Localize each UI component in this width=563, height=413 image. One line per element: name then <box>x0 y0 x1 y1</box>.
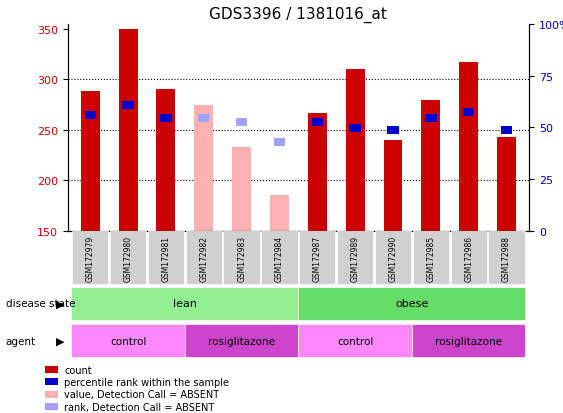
FancyBboxPatch shape <box>110 232 146 285</box>
Bar <box>194 105 213 231</box>
Text: GSM172985: GSM172985 <box>426 235 435 281</box>
Text: rosiglitazone: rosiglitazone <box>435 336 502 346</box>
FancyBboxPatch shape <box>72 232 109 285</box>
Text: GSM172990: GSM172990 <box>388 235 397 281</box>
Bar <box>497 138 516 231</box>
Bar <box>45 366 57 373</box>
FancyBboxPatch shape <box>148 232 184 285</box>
Text: GSM172986: GSM172986 <box>464 235 473 281</box>
Bar <box>312 119 323 126</box>
Bar <box>501 126 512 135</box>
FancyBboxPatch shape <box>186 232 222 285</box>
Text: rank, Detection Call = ABSENT: rank, Detection Call = ABSENT <box>64 402 215 412</box>
FancyBboxPatch shape <box>412 324 525 357</box>
Text: count: count <box>64 365 92 375</box>
FancyBboxPatch shape <box>450 232 487 285</box>
Text: obese: obese <box>395 299 428 309</box>
Bar <box>308 114 327 231</box>
Bar <box>232 148 251 231</box>
Bar <box>157 90 176 231</box>
Text: GSM172984: GSM172984 <box>275 235 284 281</box>
Text: GSM172981: GSM172981 <box>162 235 171 281</box>
FancyBboxPatch shape <box>375 232 411 285</box>
FancyBboxPatch shape <box>298 324 412 357</box>
Bar <box>119 30 137 231</box>
FancyBboxPatch shape <box>298 287 525 320</box>
Bar <box>274 139 285 147</box>
Text: control: control <box>337 336 373 346</box>
Bar <box>45 404 57 410</box>
Text: ▶: ▶ <box>56 336 65 346</box>
Text: GSM172982: GSM172982 <box>199 235 208 281</box>
FancyBboxPatch shape <box>224 232 260 285</box>
FancyBboxPatch shape <box>413 232 449 285</box>
Text: lean: lean <box>173 299 197 309</box>
Bar <box>270 196 289 231</box>
Text: GSM172987: GSM172987 <box>313 235 322 281</box>
Bar <box>236 119 247 126</box>
Bar <box>387 126 399 135</box>
Text: GSM172983: GSM172983 <box>237 235 246 281</box>
Bar <box>425 114 436 123</box>
Text: control: control <box>110 336 146 346</box>
FancyBboxPatch shape <box>185 324 298 357</box>
FancyBboxPatch shape <box>488 232 525 285</box>
Text: rosiglitazone: rosiglitazone <box>208 336 275 346</box>
Bar <box>383 140 403 231</box>
Bar <box>346 70 365 231</box>
Bar <box>160 114 172 123</box>
Bar <box>421 100 440 231</box>
FancyBboxPatch shape <box>261 232 298 285</box>
FancyBboxPatch shape <box>299 232 336 285</box>
Text: disease state: disease state <box>6 299 75 309</box>
Text: percentile rank within the sample: percentile rank within the sample <box>64 377 229 387</box>
FancyBboxPatch shape <box>337 232 373 285</box>
Text: value, Detection Call = ABSENT: value, Detection Call = ABSENT <box>64 389 220 399</box>
Bar <box>45 379 57 385</box>
Text: agent: agent <box>6 336 36 346</box>
Bar <box>350 124 361 133</box>
Bar <box>45 391 57 398</box>
Bar <box>198 114 209 123</box>
FancyBboxPatch shape <box>72 324 185 357</box>
Text: ▶: ▶ <box>56 299 65 309</box>
Text: GSM172980: GSM172980 <box>124 235 133 281</box>
Bar <box>459 63 478 231</box>
Text: GSM172988: GSM172988 <box>502 235 511 281</box>
Text: GSM172989: GSM172989 <box>351 235 360 281</box>
Title: GDS3396 / 1381016_at: GDS3396 / 1381016_at <box>209 7 387 24</box>
Text: GSM172979: GSM172979 <box>86 235 95 281</box>
Bar <box>122 101 134 109</box>
Bar <box>463 108 475 116</box>
FancyBboxPatch shape <box>72 287 298 320</box>
Bar <box>81 92 100 231</box>
Bar <box>84 112 96 119</box>
